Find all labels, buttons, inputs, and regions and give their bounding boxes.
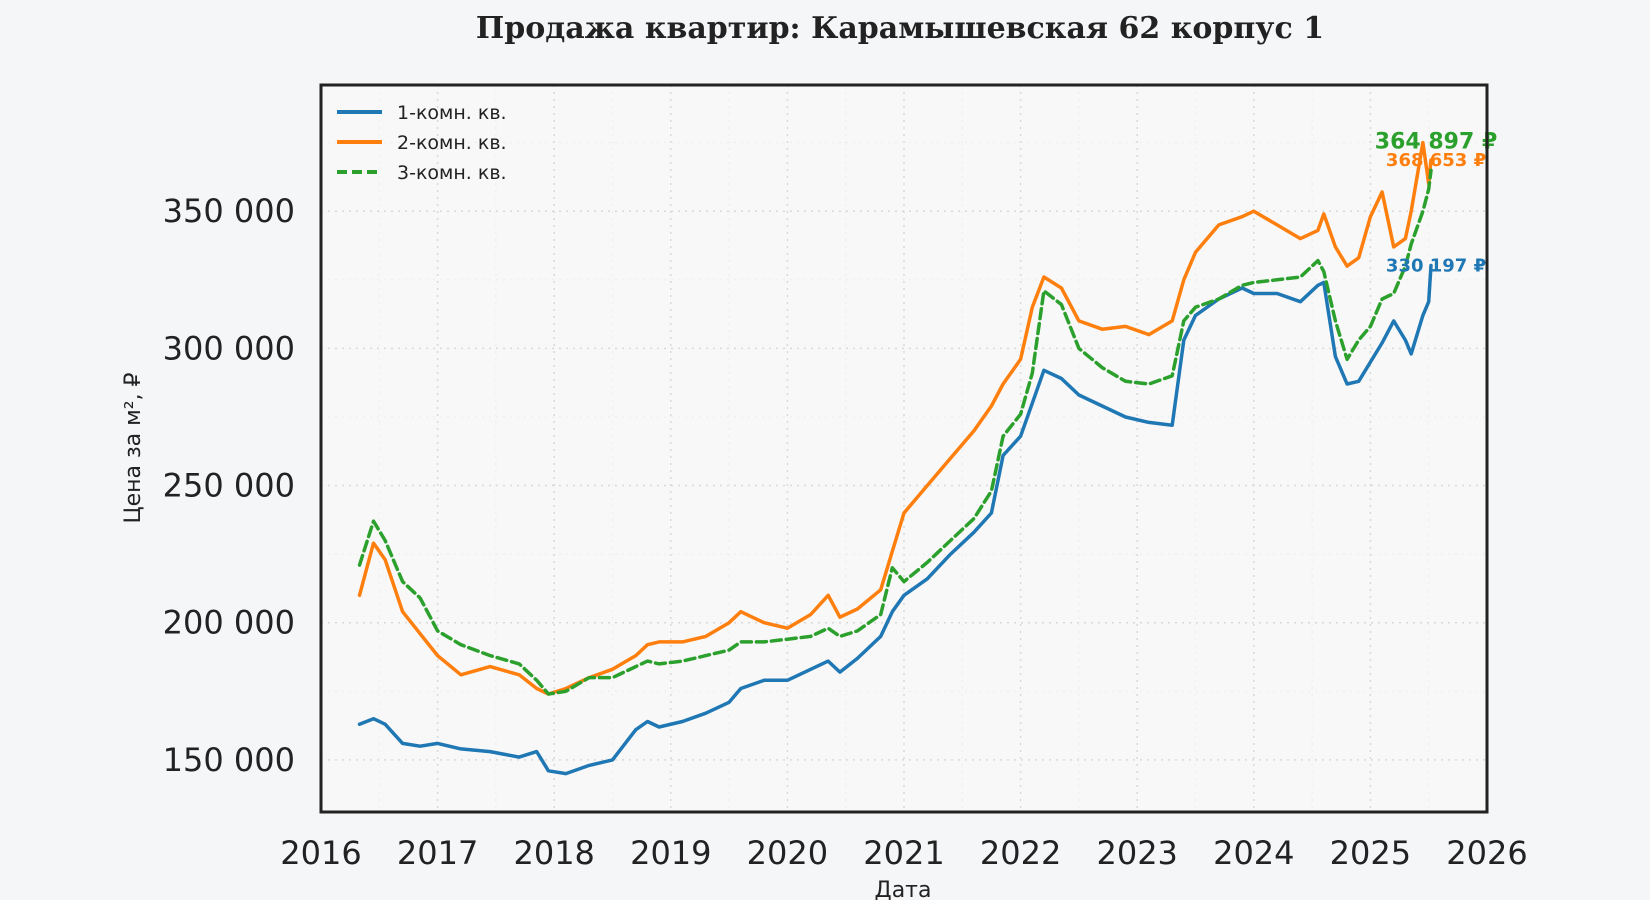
x-tick-label: 2022 [980, 834, 1061, 872]
x-tick-label: 2020 [747, 834, 828, 872]
end-labels: 330 197 ₽ 368 653 ₽364 897 ₽ [1375, 129, 1497, 276]
x-tick-label: 2018 [513, 834, 594, 872]
chart-title: Продажа квартир: Карамышевская 62 корпус… [476, 11, 1324, 46]
end-value-label-1: 330 197 ₽ [1386, 256, 1486, 277]
x-tick-label: 2021 [863, 834, 944, 872]
y-tick-label: 350 000 [163, 192, 295, 230]
legend-label-3: 3-комн. кв. [397, 162, 507, 184]
x-tick-label: 2017 [397, 834, 478, 872]
series-line-3 [357, 168, 1433, 696]
series-lines [357, 140, 1433, 776]
legend: 1-комн. кв. 2-комн. кв. 3-комн. кв. [337, 102, 507, 184]
x-tick-label: 2019 [630, 834, 711, 872]
x-axis-label: Дата [875, 878, 932, 900]
y-tick-label: 200 000 [163, 604, 295, 642]
legend-label-2: 2-комн. кв. [397, 132, 507, 154]
grid-lines [320, 85, 1488, 812]
y-tick-label: 150 000 [163, 741, 295, 779]
y-axis-ticks: 150 000 200 000 250 000 300 000 350 000 [163, 192, 295, 779]
x-axis-ticks: 2016 2017 2018 2019 2020 2021 2022 2023 2024 2025… [280, 834, 1527, 872]
end-value-label-3: 364 897 ₽ [1375, 129, 1497, 154]
end-value-label-2: 368 653 ₽ [1386, 150, 1486, 171]
plot-frame [319, 83, 1489, 814]
x-tick-label: 2025 [1330, 834, 1411, 872]
y-tick-label: 300 000 [163, 329, 295, 367]
x-tick-label: 2026 [1446, 834, 1527, 872]
x-tick-label: 2024 [1213, 834, 1294, 872]
legend-label-1: 1-комн. кв. [397, 102, 507, 124]
x-tick-label: 2016 [280, 834, 361, 872]
y-tick-label: 250 000 [163, 467, 295, 505]
series-line-1 [357, 263, 1433, 776]
x-tick-label: 2023 [1096, 834, 1177, 872]
y-axis-label: Цена за м², ₽ [121, 372, 146, 523]
